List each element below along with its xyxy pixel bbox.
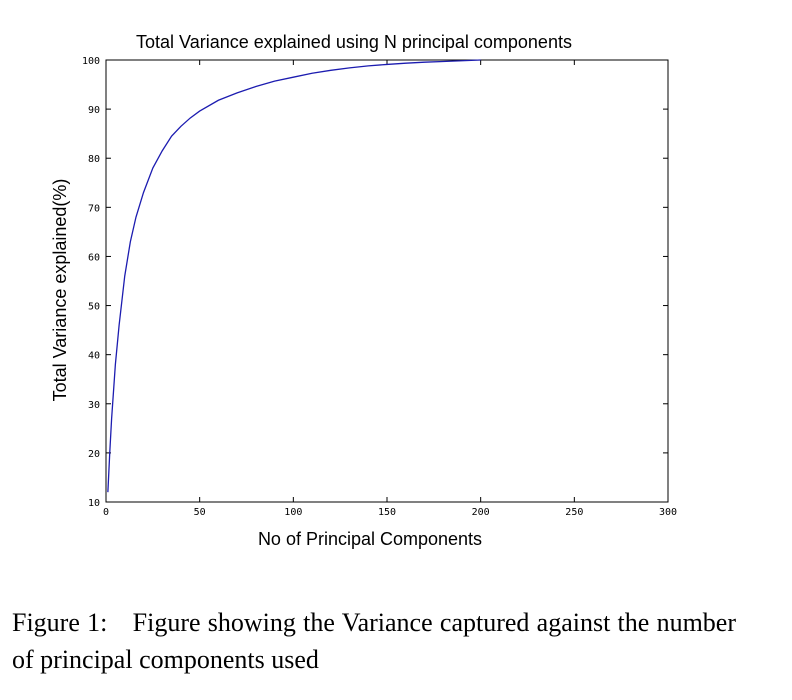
x-tick-label: 100 — [284, 507, 302, 518]
y-tick-label: 30 — [88, 400, 100, 411]
y-tick-label: 50 — [88, 302, 100, 313]
y-tick-label: 60 — [88, 252, 100, 263]
x-tick-label: 50 — [194, 507, 206, 518]
y-tick-label: 100 — [82, 56, 100, 67]
y-tick-label: 10 — [88, 498, 100, 509]
y-tick-labels: 10 20 30 40 50 60 70 80 90 100 — [82, 56, 100, 509]
figure-caption: Figure 1: Figure showing the Variance ca… — [12, 604, 736, 678]
chart-figure: Total Variance explained using N princip… — [50, 32, 677, 549]
caption-text: Figure showing the Variance captured aga… — [12, 608, 737, 674]
x-tick-label: 300 — [659, 507, 677, 518]
y-tick-label: 40 — [88, 351, 100, 362]
x-tick-label: 200 — [472, 507, 490, 518]
x-tick-labels: 0 50 100 150 200 250 300 — [103, 507, 677, 518]
x-tick-label: 150 — [378, 507, 396, 518]
y-axis-label: Total Variance explained(%) — [50, 179, 70, 402]
y-tick-label: 80 — [88, 154, 100, 165]
y-tick-label: 20 — [88, 449, 100, 460]
caption-number: Figure 1: — [12, 608, 108, 637]
series-line — [107, 59, 481, 493]
y-tick-label: 90 — [88, 105, 100, 116]
x-axis-label: No of Principal Components — [258, 529, 482, 549]
x-tick-label: 250 — [565, 507, 583, 518]
x-tick-label: 0 — [103, 507, 109, 518]
axis-ticks — [105, 59, 669, 503]
plot-area — [105, 59, 669, 503]
y-tick-label: 70 — [88, 203, 100, 214]
chart-title: Total Variance explained using N princip… — [136, 32, 572, 52]
